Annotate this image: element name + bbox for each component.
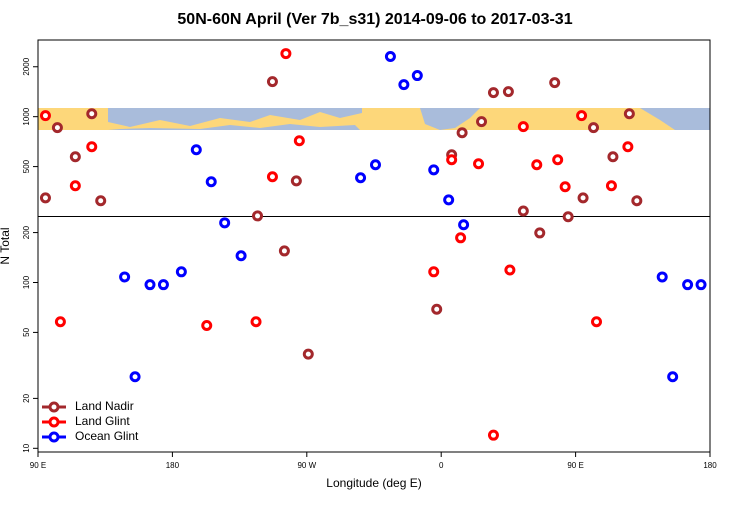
data-point	[250, 316, 262, 328]
data-point	[252, 210, 264, 222]
data-point	[54, 316, 66, 328]
x-tick-label: 180	[166, 461, 180, 470]
data-point	[86, 108, 98, 120]
data-point	[631, 195, 643, 207]
data-point	[86, 141, 98, 153]
x-tick-label: 180	[703, 461, 717, 470]
data-point	[293, 135, 305, 147]
data-point	[235, 250, 247, 262]
data-point	[384, 51, 396, 63]
data-point	[431, 303, 443, 315]
y-axis-label: N Total	[0, 227, 12, 264]
data-point	[517, 121, 529, 133]
legend-marker	[48, 416, 60, 428]
data-point	[443, 194, 455, 206]
data-point	[455, 232, 467, 244]
data-point	[69, 151, 81, 163]
data-point	[219, 217, 231, 229]
data-point	[278, 245, 290, 257]
data-point	[591, 316, 603, 328]
legend-marker	[48, 431, 60, 443]
data-point	[95, 195, 107, 207]
y-tick-label: 10	[22, 443, 31, 452]
data-point	[656, 271, 668, 283]
y-tick-label: 500	[22, 159, 31, 173]
y-tick-label: 50	[22, 327, 31, 336]
data-point	[428, 164, 440, 176]
data-point	[517, 205, 529, 217]
data-point	[588, 122, 600, 134]
data-point	[476, 116, 488, 128]
data-point	[411, 70, 423, 82]
y-tick-label: 1000	[22, 107, 31, 125]
data-point	[576, 110, 588, 122]
data-point	[667, 371, 679, 383]
data-point	[302, 348, 314, 360]
legend-label: Land Nadir	[75, 399, 134, 413]
data-point	[69, 180, 81, 192]
x-tick-label: 0	[439, 461, 444, 470]
data-point	[456, 127, 468, 139]
data-point	[266, 171, 278, 183]
data-point	[144, 279, 156, 291]
data-point	[531, 159, 543, 171]
data-point	[446, 154, 458, 166]
data-point	[266, 76, 278, 88]
data-point	[534, 227, 546, 239]
chart-title: 50N-60N April (Ver 7b_s31) 2014-09-06 to…	[177, 11, 572, 28]
map-strip	[38, 108, 710, 130]
data-point	[369, 159, 381, 171]
data-point	[290, 175, 302, 187]
data-point	[605, 180, 617, 192]
data-point	[175, 266, 187, 278]
data-point	[607, 151, 619, 163]
y-tick-label: 200	[22, 225, 31, 239]
data-point	[559, 181, 571, 193]
y-tick-label: 100	[22, 275, 31, 289]
x-tick-label: 90 E	[30, 461, 46, 470]
data-point	[562, 211, 574, 223]
data-point	[205, 176, 217, 188]
legend-marker	[48, 401, 60, 413]
x-tick-label: 90 W	[297, 461, 316, 470]
y-tick-label: 2000	[22, 57, 31, 75]
data-point	[280, 48, 292, 60]
data-point	[355, 172, 367, 184]
x-tick-label: 90 E	[567, 461, 583, 470]
data-point	[428, 266, 440, 278]
data-point	[695, 279, 707, 291]
legend-label: Ocean Glint	[75, 429, 139, 443]
data-point	[129, 371, 141, 383]
data-point	[487, 87, 499, 99]
data-point	[682, 279, 694, 291]
data-point	[119, 271, 131, 283]
data-point	[473, 158, 485, 170]
data-point	[51, 122, 63, 134]
x-axis-label: Longitude (deg E)	[326, 476, 421, 490]
data-point	[201, 320, 213, 332]
legend-label: Land Glint	[75, 414, 130, 428]
data-point	[552, 154, 564, 166]
data-point	[577, 192, 589, 204]
data-point	[622, 141, 634, 153]
data-point	[398, 79, 410, 91]
data-point	[504, 264, 516, 276]
data-point	[549, 77, 561, 89]
y-tick-label: 20	[22, 393, 31, 402]
data-point	[190, 144, 202, 156]
data-point	[623, 108, 635, 120]
data-point	[157, 279, 169, 291]
data-point	[502, 86, 514, 98]
plot-frame	[37, 39, 711, 453]
data-point	[458, 219, 470, 231]
data-point	[39, 192, 51, 204]
data-point	[39, 110, 51, 122]
data-point	[487, 429, 499, 441]
